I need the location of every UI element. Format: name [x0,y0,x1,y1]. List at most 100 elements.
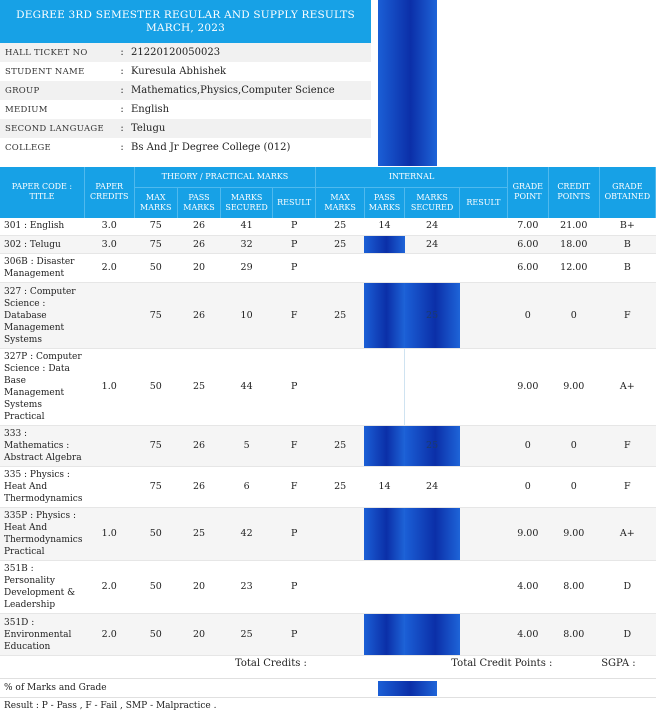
cell-ires [459,507,508,561]
cell-imax [315,613,365,656]
cell-cp: 0 [548,282,600,349]
cell-tpass: 26 [177,425,221,467]
cell-tres: P [272,348,316,426]
cell-tres: P [272,253,316,283]
cell-tsec: 10 [220,282,273,349]
cell-tpass: 26 [177,235,221,254]
cell-tmax: 75 [134,466,178,508]
cell-gp: 6.00 [507,235,549,254]
cell-isec [404,253,460,283]
cell-credits [84,282,135,349]
paper-title: 306B : Disaster Management [0,253,85,283]
cell-tsec: 44 [220,348,273,426]
result-legend: Result : P - Pass , F - Fail , SMP - Mal… [4,701,217,711]
th-credit-points: CREDIT POINTS [548,167,600,218]
info-colon: : [120,104,124,115]
marks-row: 306B : Disaster Management 2.0 50 20 29 P 6.00… [0,253,656,283]
cell-gp: 7.00 [507,217,549,236]
info-value: English [131,104,170,115]
blue-block-bottom [378,681,437,696]
info-value: Mathematics,Physics,Computer Science [126,81,371,100]
info-colon: : [120,142,124,153]
cell-cp: 21.00 [548,217,600,236]
marks-table-wrap: PAPER CODE : TITLE PAPER CREDITS THEORY … [0,167,656,672]
cell-imax [315,253,365,283]
cell-cp: 8.00 [548,560,600,614]
cell-credits: 1.0 [84,507,135,561]
cell-imax [315,507,365,561]
cell-tsec: 6 [220,466,273,508]
cell-tmax: 50 [134,348,178,426]
cell-gp: 0 [507,425,549,467]
marks-row: 301 : English 3.0 75 26 41 P 25 14 24 7.00 21.00 B+ [0,217,656,236]
info-row: COLLEGE: Bs And Jr Degree College (012) [0,138,371,157]
cell-isec [404,348,460,426]
cell-credits: 2.0 [84,613,135,656]
cell-ires [459,466,508,508]
cell-ires [459,560,508,614]
cell-credits: 2.0 [84,253,135,283]
cell-tres: P [272,560,316,614]
paper-title: 302 : Telugu [0,235,85,254]
paper-title: 327 : Computer Science : Database Manage… [0,282,85,349]
cell-gp: 0 [507,282,549,349]
th-internal-secured: MARKS SECURED [404,187,461,218]
cell-ipass [364,507,405,561]
cell-isec [404,613,460,656]
cell-grade: A+ [599,507,656,561]
th-internal: INTERNAL [315,167,508,188]
cell-gp: 9.00 [507,507,549,561]
cell-tres: F [272,282,316,349]
cell-isec: 25 [404,282,460,349]
cell-cp: 0 [548,425,600,467]
cell-isec: 25 [404,425,460,467]
cell-tres: P [272,507,316,561]
student-info-table: HALL TICKET NO:21220120050023 STUDENT NAM… [0,43,371,157]
marks-row: 333 : Mathematics : Abstract Algebra 75 26… [0,425,656,467]
cell-cp: 9.00 [548,507,600,561]
info-colon: : [118,81,126,100]
cell-tpass: 26 [177,466,221,508]
cell-tpass: 20 [177,613,221,656]
info-colon: : [120,66,124,77]
info-row: HALL TICKET NO:21220120050023 [0,43,371,62]
cell-ires [459,235,508,254]
marks-grade-label: % of Marks and Grade [4,683,107,693]
cell-ires [459,613,508,656]
cell-grade: B [599,253,656,283]
info-value: Bs And Jr Degree College (012) [131,142,291,153]
cell-isec [404,560,460,614]
cell-cp: 12.00 [548,253,600,283]
paper-title: 335P : Physics : Heat And Thermodynamics… [0,507,85,561]
cell-credits: 1.0 [84,348,135,426]
cell-imax: 25 [315,425,365,467]
cell-tmax: 75 [134,235,178,254]
cell-imax: 25 [315,466,365,508]
th-theory-secured: MARKS SECURED [220,187,274,218]
th-grade-obtained: GRADE OBTAINED [599,167,656,218]
cell-tmax: 75 [134,425,178,467]
th-credits: PAPER CREDITS [84,167,135,218]
info-colon: : [118,119,126,138]
cell-tmax: 75 [134,217,178,236]
results-session: MARCH, 2023 [145,21,226,34]
cell-ipass [364,253,405,283]
cell-imax: 25 [315,217,365,236]
cell-ipass [364,348,406,426]
cell-tmax: 50 [134,253,178,283]
cell-tsec: 41 [220,217,273,236]
cell-ipass: 14 [364,217,405,236]
cell-tmax: 75 [134,282,178,349]
info-label: STUDENT NAME [5,66,85,77]
cell-tpass: 20 [177,560,221,614]
total-credits-label: Total Credits : [177,655,365,672]
cell-grade: B+ [599,217,656,236]
info-row: GROUP: Mathematics,Physics,Computer Scien… [0,81,371,100]
cell-ires [459,253,508,283]
cell-grade: F [599,466,656,508]
cell-grade: F [599,282,656,349]
cell-grade: A+ [599,348,656,426]
cell-grade: B [599,235,656,254]
cell-gp: 6.00 [507,253,549,283]
th-internal-max: MAX MARKS [315,187,365,218]
